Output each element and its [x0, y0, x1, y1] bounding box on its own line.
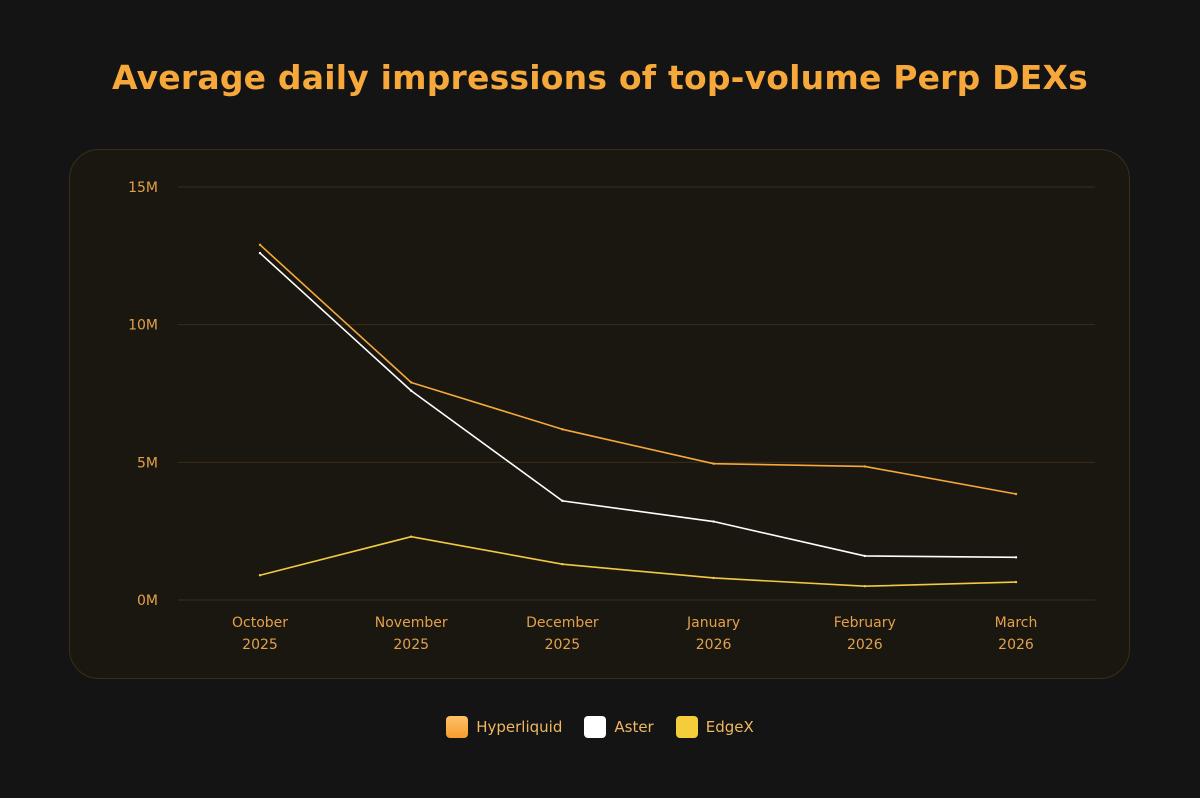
- y-tick-label-2: 10M: [128, 318, 158, 334]
- legend: Hyperliquid Aster EdgeX: [0, 716, 1200, 738]
- data-point-aster-1: [410, 389, 413, 392]
- legend-item-aster[interactable]: Aster: [584, 716, 654, 738]
- data-point-aster-2: [561, 499, 564, 503]
- data-point-aster-0: [258, 251, 262, 255]
- data-point-hyperliquid-4: [863, 465, 866, 468]
- series-line-hyperliquid: [259, 244, 1017, 495]
- data-point-edgex-1: [410, 535, 413, 538]
- x-tick-label-1: November 2025: [375, 615, 448, 653]
- data-point-edgex-4: [863, 585, 866, 588]
- data-point-aster-4: [863, 554, 866, 558]
- data-point-hyperliquid-1: [410, 381, 413, 384]
- data-point-edgex-0: [258, 574, 262, 577]
- x-tick-label-5: March 2026: [995, 615, 1038, 653]
- legend-item-hyperliquid[interactable]: Hyperliquid: [446, 716, 562, 738]
- legend-label-hyperliquid: Hyperliquid: [476, 718, 563, 736]
- x-tick-label-2: December 2025: [526, 615, 599, 653]
- data-point-hyperliquid-2: [561, 428, 564, 431]
- series-line-edgex: [259, 535, 1017, 588]
- data-point-edgex-5: [1014, 580, 1018, 584]
- legend-label-aster: Aster: [614, 718, 654, 736]
- legend-label-edgex: EdgeX: [705, 718, 754, 736]
- data-point-edgex-2: [561, 563, 564, 566]
- legend-swatch-aster: [584, 716, 607, 738]
- legend-swatch-hyperliquid: [446, 716, 469, 738]
- series-line-aster: [259, 252, 1017, 559]
- chart-panel: [69, 149, 1130, 679]
- data-point-hyperliquid-5: [1014, 492, 1018, 496]
- y-tick-label-3: 15M: [128, 180, 158, 196]
- y-tick-label-1: 5M: [137, 455, 158, 471]
- data-point-hyperliquid-0: [258, 243, 262, 247]
- y-tick-label-0: 0M: [137, 593, 158, 609]
- data-point-hyperliquid-3: [712, 462, 715, 465]
- x-tick-label-4: February 2026: [834, 615, 896, 653]
- legend-swatch-edgex: [675, 716, 698, 738]
- data-point-aster-5: [1014, 556, 1018, 559]
- data-point-edgex-3: [712, 576, 715, 580]
- x-tick-label-3: January 2026: [686, 615, 740, 653]
- chart-title: Average daily impressions of top-volume …: [112, 58, 1088, 97]
- legend-item-edgex[interactable]: EdgeX: [675, 716, 754, 738]
- data-point-aster-3: [712, 520, 715, 523]
- x-tick-label-0: October 2025: [232, 615, 288, 653]
